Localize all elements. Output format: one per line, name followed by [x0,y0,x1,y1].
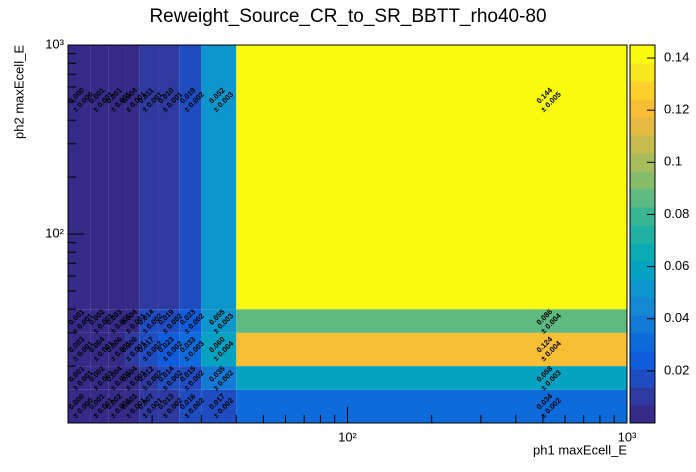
palette-band [630,153,655,172]
x-tick-label: 10³ [618,429,637,444]
cell [90,45,109,310]
palette-band [630,279,655,298]
cell [236,309,628,333]
cell [201,332,237,367]
cell [125,309,140,333]
cell [179,366,202,390]
cell [179,332,202,367]
z-tick-label: 0.02 [664,362,689,377]
palette-band [630,63,655,82]
z-tick-label: 0.1 [664,154,682,169]
cell [68,366,91,390]
palette-band [630,261,655,280]
cell [108,366,126,390]
cell [201,309,237,333]
cell [125,389,140,423]
palette-band [630,171,655,190]
cell [201,45,237,310]
palette-band [630,243,655,262]
y-tick-label: 10³ [45,36,64,51]
cell [68,45,91,310]
cell [108,389,126,423]
palette-band [630,405,655,424]
palette-band [630,45,655,64]
cells [68,45,628,423]
z-tick-label: 0.14 [664,49,689,64]
y-tick-label: 10² [45,225,64,240]
cell [68,389,91,423]
cell [68,309,91,333]
z-tick-label: 0.04 [664,310,689,325]
z-tick-label: 0.12 [664,102,689,117]
palette-band [630,387,655,406]
cell [90,332,109,367]
cell [236,366,628,390]
cell [179,389,202,423]
palette-band [630,81,655,100]
palette-band [630,297,655,316]
cell [236,332,628,367]
cell [158,309,180,333]
palette-band [630,225,655,244]
palette-band [630,369,655,388]
cell [158,389,180,423]
palette-band [630,207,655,226]
x-axis-title: ph1 maxEcell_E [533,442,627,457]
cell [90,366,109,390]
y-axis-title: ph2 maxEcell_E [11,45,26,139]
palette-band [630,117,655,136]
cell [108,332,126,367]
cell [179,45,202,310]
cell [139,45,159,310]
cell [68,332,91,367]
cell [201,389,237,423]
cell [139,389,159,423]
cell [125,45,140,310]
cell [125,332,140,367]
cell [139,366,159,390]
z-tick-label: 0.06 [664,258,689,273]
cell [236,45,628,310]
z-tick-label: 0.08 [664,206,689,221]
cell [158,366,180,390]
cell [201,366,237,390]
cell [139,309,159,333]
cell [158,45,180,310]
palette-band [630,99,655,118]
cell [158,332,180,367]
cell [125,366,140,390]
cell [139,332,159,367]
palette-band [630,315,655,334]
palette-band [630,189,655,208]
chart-title: Reweight_Source_CR_to_SR_BBTT_rho40-80 [149,6,546,27]
cell [108,309,126,333]
palette-frame [629,44,656,424]
palette-band [630,351,655,370]
palette-band [630,135,655,154]
palette-band [630,333,655,352]
cell [90,309,109,333]
cell [179,309,202,333]
cell [90,389,109,423]
cell [108,45,126,310]
x-tick-label: 10² [338,429,357,444]
